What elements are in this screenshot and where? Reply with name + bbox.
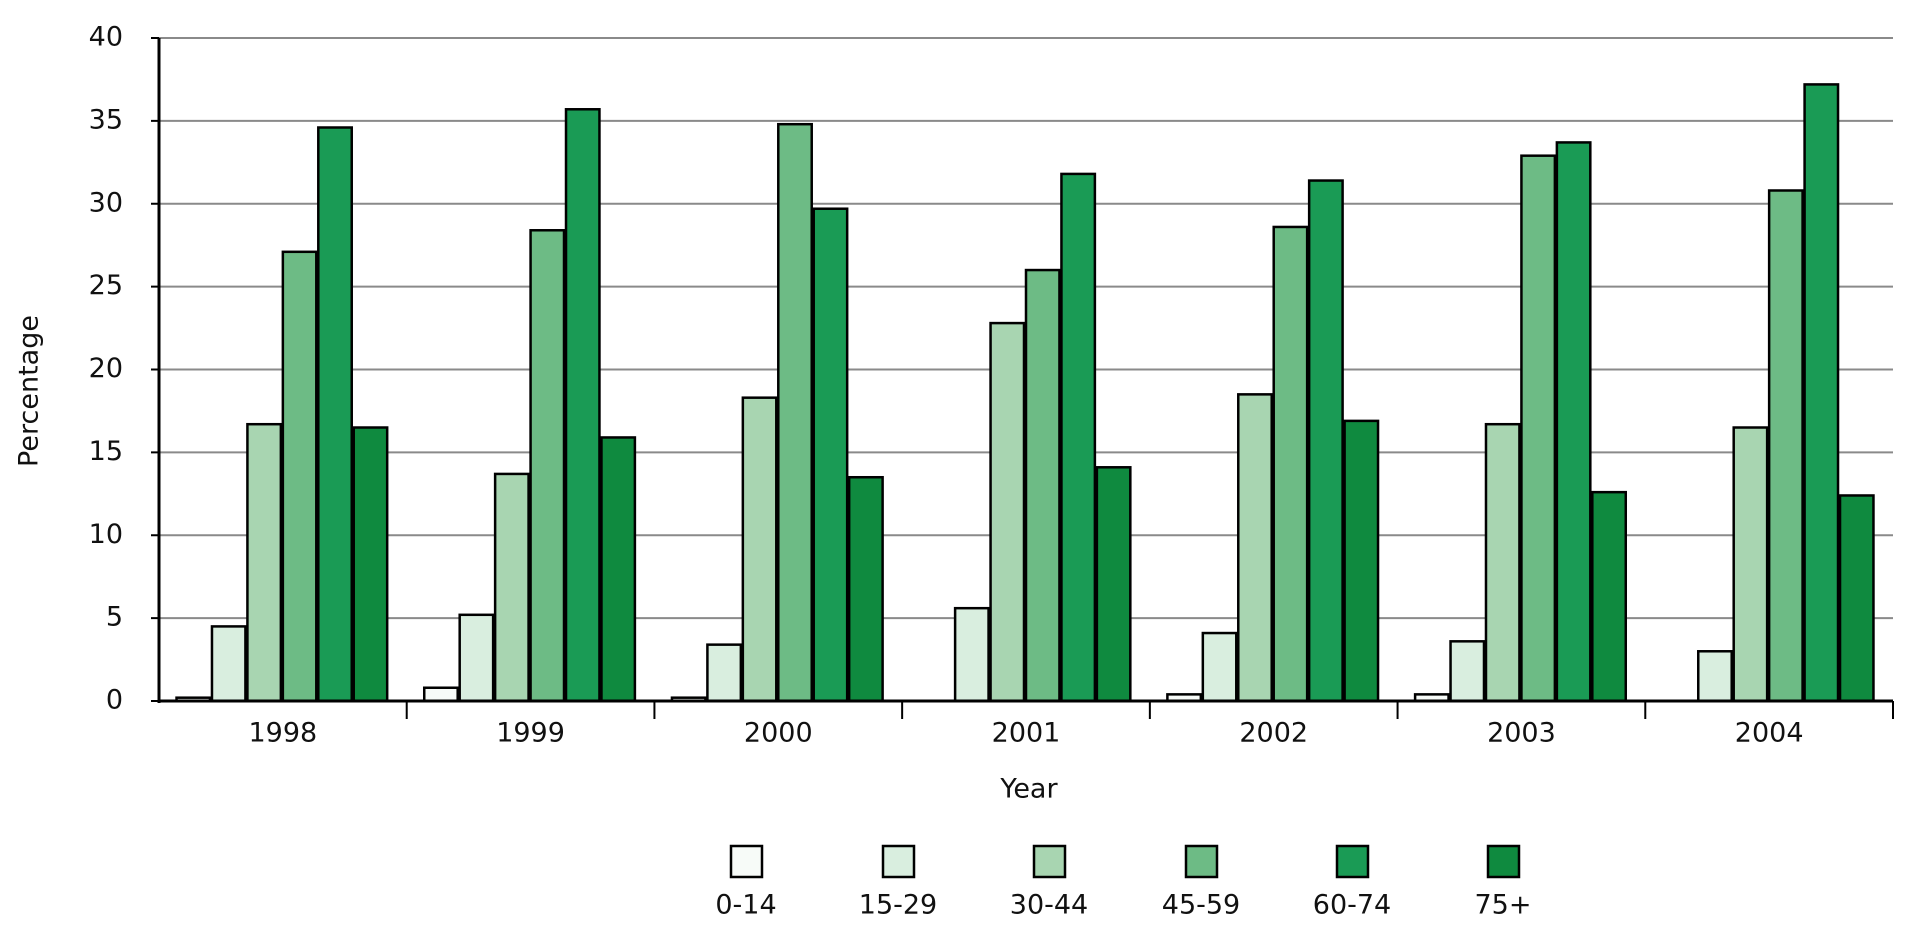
- x-tick-label: 1998: [248, 718, 317, 749]
- legend-swatch: [881, 844, 916, 879]
- bar: [1838, 494, 1875, 703]
- legend-swatch: [1486, 844, 1521, 879]
- legend-swatch: [1335, 844, 1370, 879]
- x-tick-label: 2004: [1735, 718, 1804, 749]
- x-tick-label: 2001: [992, 718, 1061, 749]
- x-tick-label: 2003: [1487, 718, 1556, 749]
- bar: [1591, 490, 1628, 703]
- x-tick-label: 2000: [744, 718, 813, 749]
- bar: [1555, 141, 1592, 703]
- bar: [246, 422, 283, 703]
- y-tick-label: 10: [89, 519, 123, 550]
- bar: [741, 396, 778, 703]
- y-tick-label: 15: [89, 436, 123, 467]
- bar: [989, 321, 1026, 703]
- bar: [953, 606, 990, 703]
- y-axis-label: Percentage: [14, 315, 45, 467]
- y-tick-label: 0: [106, 685, 123, 716]
- bar: [1484, 422, 1521, 703]
- bar: [1767, 189, 1804, 703]
- bar: [317, 126, 353, 703]
- legend-swatch: [729, 844, 764, 879]
- legend-label: 75+: [1475, 890, 1532, 921]
- bar: [1272, 225, 1309, 703]
- bar: [777, 122, 813, 703]
- y-tick-label: 20: [89, 353, 123, 384]
- bar: [564, 108, 601, 703]
- bar: [1060, 172, 1097, 703]
- legend-swatch: [1184, 844, 1219, 879]
- bar: [1237, 393, 1273, 703]
- legend-label: 60-74: [1313, 890, 1391, 921]
- bar: [1520, 154, 1557, 703]
- bar: [1803, 83, 1840, 703]
- y-tick-label: 5: [106, 602, 123, 633]
- legend-label: 0-14: [715, 890, 776, 921]
- bar: [1732, 426, 1769, 703]
- bar: [458, 613, 495, 703]
- bar: [1095, 466, 1132, 703]
- y-tick-label: 40: [89, 22, 123, 53]
- bar: [847, 475, 884, 703]
- legend-label: 45-59: [1162, 890, 1240, 921]
- bar: [210, 625, 247, 703]
- bar: [281, 250, 318, 703]
- x-tick-label: 1999: [496, 718, 565, 749]
- bar: [529, 229, 566, 703]
- x-axis-label: Year: [999, 774, 1058, 805]
- bar: [600, 436, 637, 703]
- legend-label: 30-44: [1010, 890, 1088, 921]
- bar: [1343, 419, 1380, 703]
- bar: [1449, 640, 1486, 703]
- bar: [706, 643, 743, 703]
- bar: [422, 686, 459, 703]
- bar: [1307, 179, 1344, 703]
- y-tick-label: 25: [89, 270, 123, 301]
- bar: [1201, 631, 1238, 703]
- bar: [1697, 650, 1733, 703]
- x-tick-label: 2002: [1239, 718, 1308, 749]
- bar: [493, 472, 530, 703]
- bar: [352, 426, 389, 703]
- y-tick-label: 30: [89, 187, 123, 218]
- y-tick-label: 35: [89, 104, 123, 135]
- bar: [812, 207, 849, 703]
- bar: [1024, 268, 1061, 703]
- legend-label: 15-29: [859, 890, 937, 921]
- legend-swatch: [1032, 844, 1067, 879]
